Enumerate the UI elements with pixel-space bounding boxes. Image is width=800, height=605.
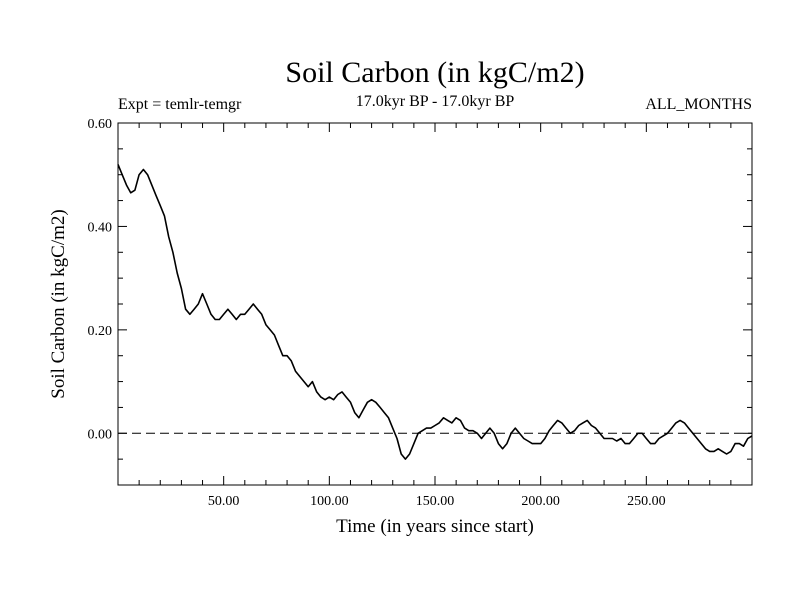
time-range-label: 17.0kyr BP - 17.0kyr BP bbox=[356, 93, 515, 110]
y-tick-label: 0.60 bbox=[88, 117, 113, 132]
x-tick-label: 100.00 bbox=[310, 494, 349, 509]
tick-labels: 50.00 100.00 150.00 200.00 250.00 0.00 0.20 0.4… bbox=[88, 117, 666, 509]
x-tick-label: 250.00 bbox=[627, 494, 666, 509]
plot-frame bbox=[117, 122, 753, 486]
months-label: ALL_MONTHS bbox=[645, 96, 752, 113]
y-tick-label: 0.20 bbox=[88, 324, 113, 339]
x-tick-label: 50.00 bbox=[208, 494, 240, 509]
x-axis-label: Time (in years since start) bbox=[336, 516, 534, 537]
y-tick-label: 0.40 bbox=[88, 220, 113, 235]
y-axis-label: Soil Carbon (in kgC/m2) bbox=[48, 209, 69, 398]
chart-title: Soil Carbon (in kgC/m2) bbox=[285, 56, 584, 89]
x-tick-label: 200.00 bbox=[521, 494, 560, 509]
x-tick-label: 150.00 bbox=[416, 494, 455, 509]
y-tick-label: 0.00 bbox=[88, 427, 113, 442]
experiment-label: Expt = temlr-temgr bbox=[118, 96, 242, 113]
axis-ticks bbox=[118, 123, 752, 485]
soil-carbon-series-line bbox=[117, 164, 753, 460]
